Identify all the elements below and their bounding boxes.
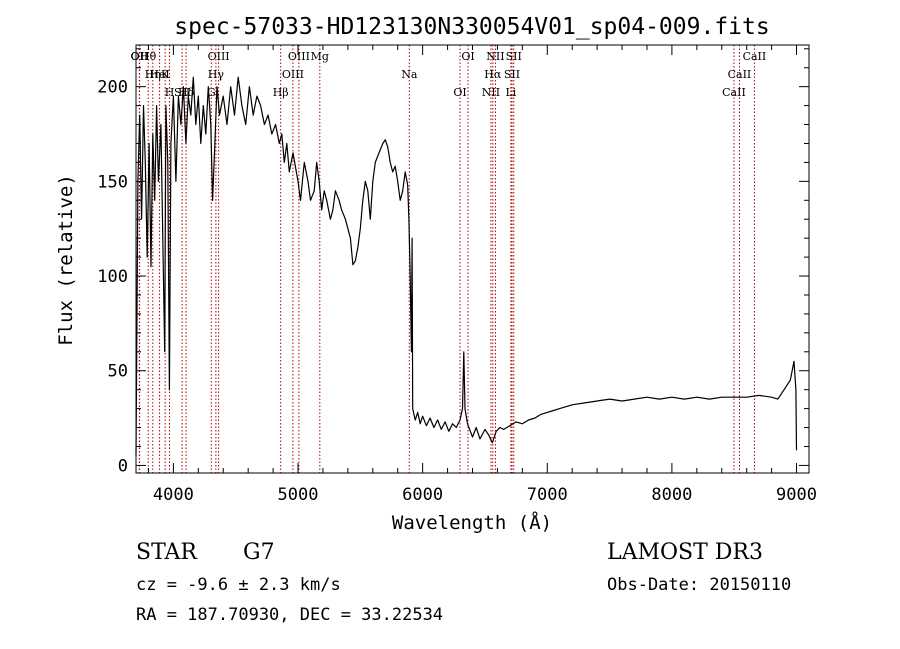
- line-label: Mg: [311, 50, 329, 63]
- x-axis: 4000 5000 6000 7000 8000 9000: [147, 45, 817, 505]
- line-label: Hδ: [178, 86, 195, 99]
- obs-date: Obs-Date: 20150110: [607, 575, 791, 595]
- y-axis: 0 50 100 150 200: [97, 48, 809, 476]
- coordinates-text: RA = 187.70930, DEC = 33.22534: [136, 605, 443, 625]
- line-label: G: [207, 86, 216, 99]
- x-tick-label: 7000: [527, 485, 568, 505]
- line-label: OII: [131, 50, 149, 63]
- x-tick-label: 6000: [402, 485, 443, 505]
- line-label: OIII: [208, 50, 230, 63]
- line-label: Hβ: [273, 86, 289, 99]
- redshift-text: cz = -9.6 ± 2.3 km/s: [136, 575, 341, 595]
- line-label: CaII: [728, 68, 752, 81]
- line-label: K: [161, 68, 170, 81]
- line-label: Hα: [484, 68, 502, 81]
- line-label: CaII: [722, 86, 746, 99]
- line-label: OII: [131, 50, 149, 63]
- y-tick-label: 200: [97, 78, 128, 98]
- line-label: NII: [486, 50, 504, 63]
- line-label: OI: [461, 50, 474, 63]
- plot-frame: [135, 44, 810, 474]
- line-label: Hθ: [140, 50, 157, 63]
- line-label: SII: [506, 50, 522, 63]
- y-tick-label: 100: [97, 267, 128, 287]
- line-label: Na: [401, 68, 418, 81]
- line-label: SII: [504, 68, 520, 81]
- x-tick-label: 5000: [278, 485, 319, 505]
- object-class: STAR: [136, 540, 198, 565]
- y-tick-label: 50: [108, 362, 128, 382]
- x-tick-label: 9000: [776, 485, 817, 505]
- line-label: OIII: [282, 68, 304, 81]
- subclass: G7: [243, 540, 275, 565]
- survey-name: LAMOST DR3: [607, 540, 763, 565]
- spectral-line-labels: HθKHδOIIHeISIIOIIHηHOIIIHγGOIIIOIIIHβMgN…: [131, 50, 767, 99]
- line-label: Li: [505, 86, 516, 99]
- line-label: Hη: [145, 68, 161, 81]
- spectral-line-markers: [138, 45, 755, 473]
- line-label: HeI: [149, 68, 169, 81]
- line-label: CaII: [743, 50, 767, 63]
- line-label: OIII: [288, 50, 310, 63]
- y-axis-label: Flux (relative): [55, 174, 77, 346]
- chart-title: spec-57033-HD123130N330054V01_sp04-009.f…: [174, 14, 769, 40]
- x-tick-label: 8000: [651, 485, 692, 505]
- spectrum-line: [135, 76, 798, 457]
- x-tick-label: 4000: [153, 485, 194, 505]
- line-label: OI: [453, 86, 466, 99]
- y-tick-label: 150: [97, 172, 128, 192]
- line-label: NII: [482, 86, 500, 99]
- line-label: Hγ: [208, 68, 225, 81]
- x-axis-label: Wavelength (Å): [392, 511, 552, 534]
- line-label: H: [165, 86, 175, 99]
- y-tick-label: 0: [118, 456, 128, 476]
